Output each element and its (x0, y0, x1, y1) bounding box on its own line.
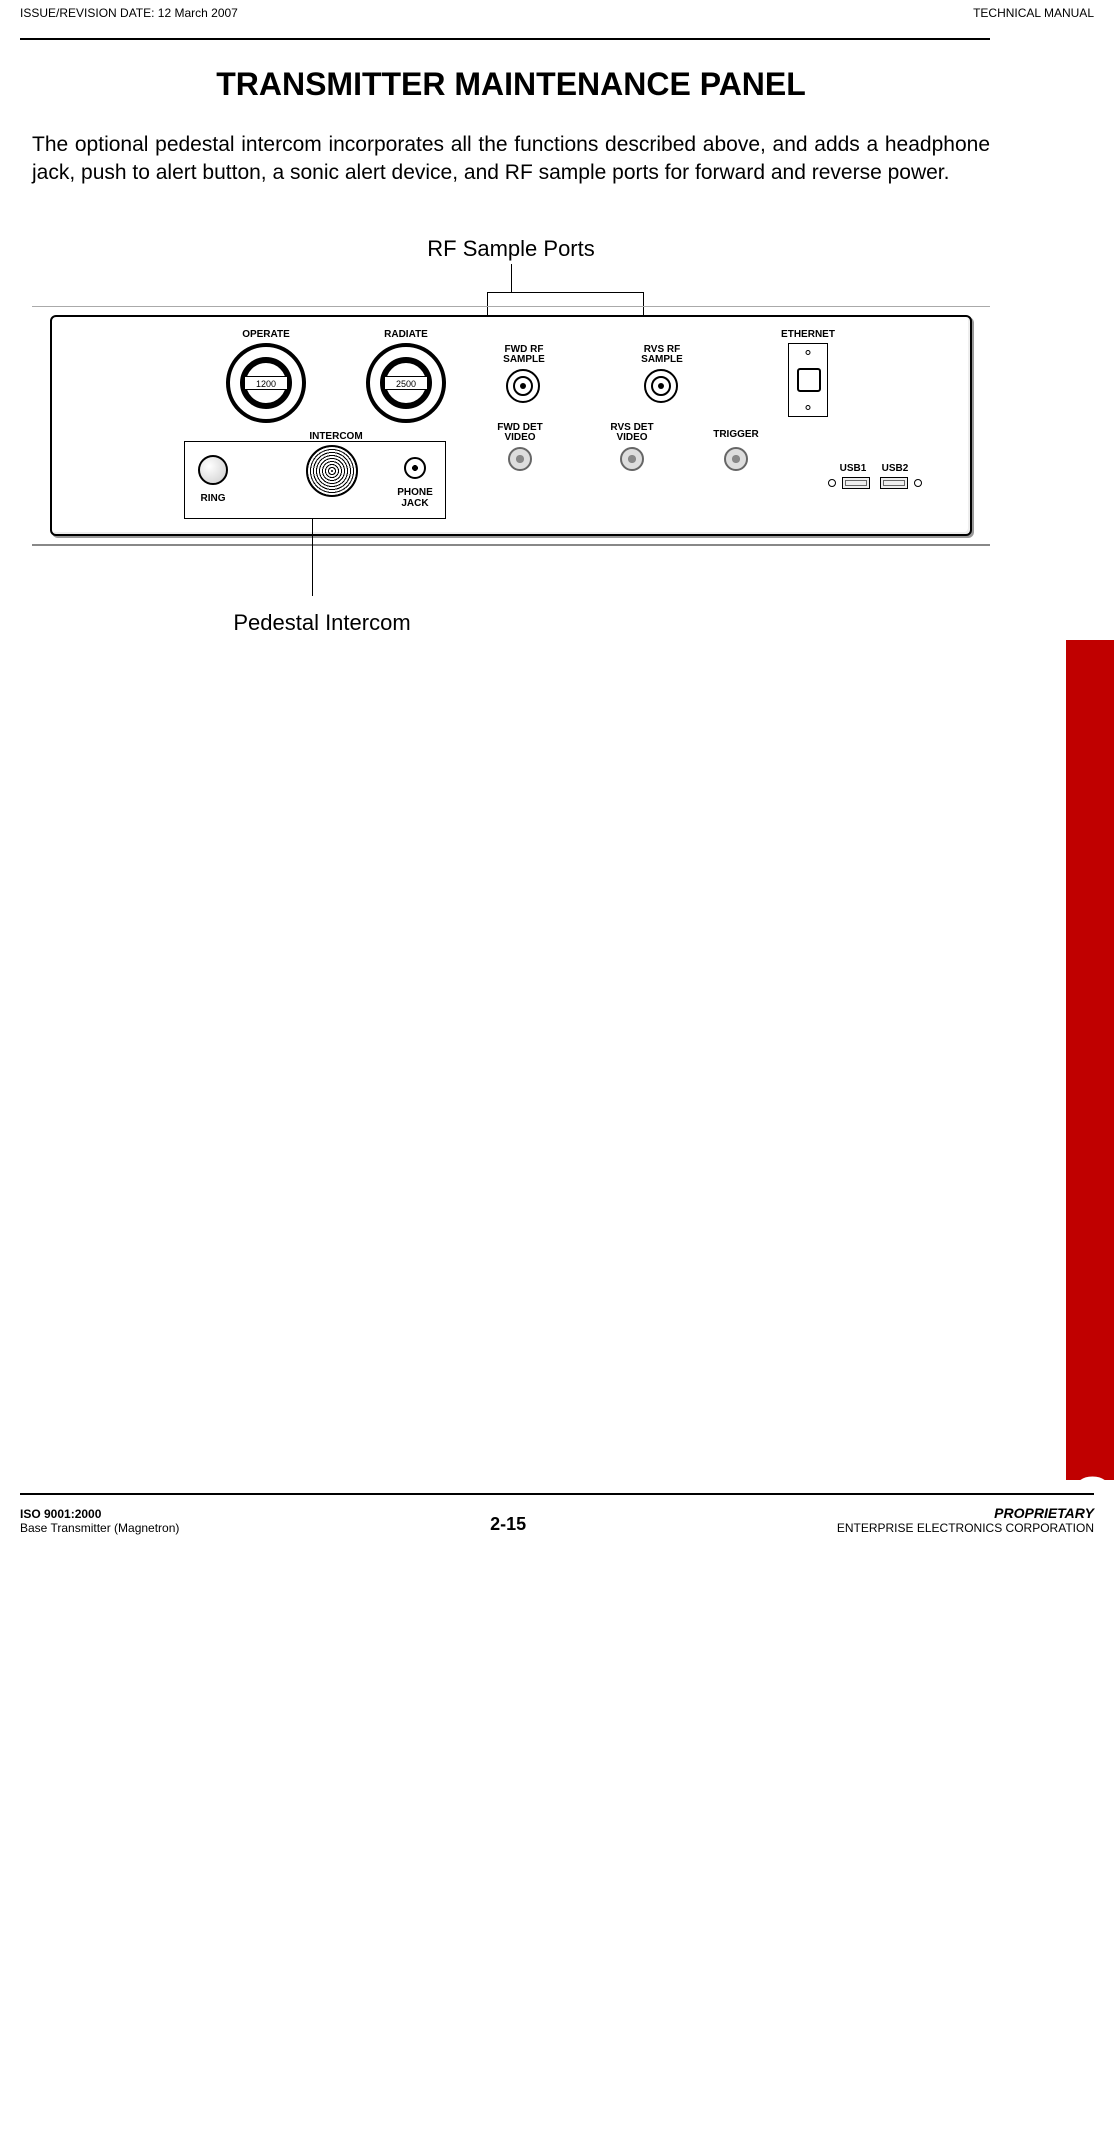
footer-sub-left: Base Transmitter (Magnetron) (20, 1521, 179, 1535)
label-phone-jack: PHONE JACK (384, 487, 446, 509)
screw-icon (806, 405, 811, 410)
label-fwd-det: FWD DET VIDEO (490, 423, 550, 444)
header-right: TECHNICAL MANUAL (973, 6, 1094, 20)
callout-line (511, 264, 512, 292)
label-trigger: TRIGGER (706, 429, 766, 440)
footer-page: 2-15 (490, 1514, 526, 1535)
panel-3d: OPERATE 1200 RADIATE 2500 INTERCOM (50, 315, 972, 536)
footer-company: ENTERPRISE ELECTRONICS CORPORATION (837, 1521, 1094, 1535)
intercom-speaker (306, 445, 358, 497)
top-rule (20, 38, 990, 40)
callout-line (487, 292, 643, 293)
ring-button[interactable] (198, 455, 228, 485)
chapter-tab (1066, 640, 1114, 1480)
figure: RF Sample Ports OPERATE 1200 RADIATE (32, 236, 990, 636)
header-left: ISSUE/REVISION DATE: 12 March 2007 (20, 6, 238, 20)
footer-left: ISO 9001:2000 Base Transmitter (Magnetro… (20, 1507, 179, 1535)
fwd-det-port[interactable] (508, 447, 532, 471)
screw-icon (914, 479, 922, 487)
intro-paragraph: The optional pedestal intercom incorpora… (32, 131, 990, 188)
trigger-port[interactable] (724, 447, 748, 471)
bottom-rule (20, 1493, 1094, 1495)
ethernet-plate (788, 343, 828, 417)
usb1-port[interactable] (842, 477, 870, 489)
label-fwd-rf: FWD RF SAMPLE (494, 345, 554, 366)
label-usb1: USB1 (836, 463, 870, 474)
screw-icon (806, 350, 811, 355)
page-title: TRANSMITTER MAINTENANCE PANEL (32, 66, 990, 103)
operate-readout: 1200 (244, 376, 288, 390)
panel-outer: OPERATE 1200 RADIATE 2500 INTERCOM (32, 306, 990, 546)
label-operate: OPERATE (226, 329, 306, 340)
label-ring: RING (188, 493, 238, 504)
callout-line (312, 518, 313, 596)
operate-dial[interactable]: 1200 (226, 343, 306, 423)
label-rvs-det: RVS DET VIDEO (602, 423, 662, 444)
usb2-port[interactable] (880, 477, 908, 489)
callout-pedestal: Pedestal Intercom (172, 610, 472, 636)
chapter-num: CHAPTER 2 (1074, 1995, 1105, 2153)
rvs-rf-port[interactable] (644, 369, 678, 403)
chapter-tab-text: CHAPTER 2 BASE TRANSMITTER (MAGNETRON) (1074, 1475, 1106, 2153)
label-ethernet: ETHERNET (778, 329, 838, 340)
label-radiate: RADIATE (366, 329, 446, 340)
label-usb2: USB2 (878, 463, 912, 474)
rvs-det-port[interactable] (620, 447, 644, 471)
screw-icon (828, 479, 836, 487)
footer-iso: ISO 9001:2000 (20, 1507, 179, 1521)
radiate-readout: 2500 (384, 376, 428, 390)
label-rvs-rf: RVS RF SAMPLE (632, 345, 692, 366)
radiate-dial[interactable]: 2500 (366, 343, 446, 423)
ethernet-jack[interactable] (797, 368, 821, 392)
footer-proprietary: PROPRIETARY (837, 1505, 1094, 1521)
chapter-title: BASE TRANSMITTER (MAGNETRON) (1074, 1475, 1105, 1971)
footer-right: PROPRIETARY ENTERPRISE ELECTRONICS CORPO… (837, 1505, 1094, 1535)
callout-rf-sample: RF Sample Ports (32, 236, 990, 262)
phone-jack[interactable] (404, 457, 426, 479)
fwd-rf-port[interactable] (506, 369, 540, 403)
